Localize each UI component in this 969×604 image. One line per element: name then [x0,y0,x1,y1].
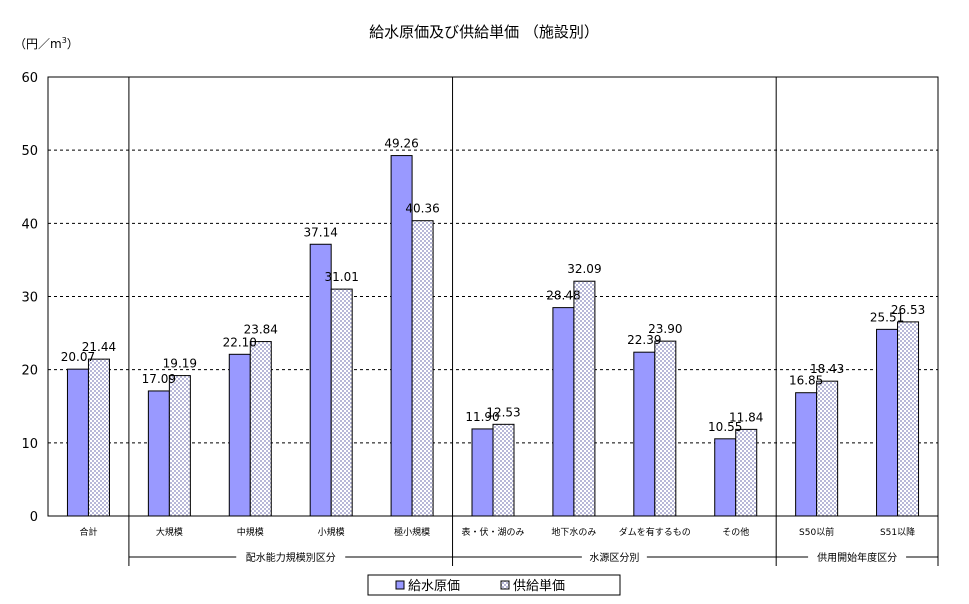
bar-supply-cost [147,390,170,517]
category-label: 合計 [79,526,97,538]
category-label: 極小規模 [394,526,430,538]
legend-box [367,574,621,596]
y-tick-label: 40 [21,217,38,232]
bar-supply-cost [471,428,494,517]
bar-supply-cost [66,368,89,517]
data-label: 22.39 [627,333,661,347]
data-label: 25.51 [870,310,904,324]
chart-title: 給水原価及び供給単価 （施設別） [369,23,599,41]
bar-supply-price [330,288,353,517]
y-axis-label-close: ） [67,37,79,51]
legend-label: 供給単価 [513,578,565,594]
data-label: 22.10 [223,335,257,349]
bars [66,155,920,517]
bar-supply-price [735,428,758,517]
legend-label: 給水原価 [408,579,460,594]
data-label: 12.53 [486,405,520,419]
bar-supply-cost [795,392,818,517]
data-label: 40.36 [405,202,439,216]
data-label: 11.84 [729,410,763,424]
bar-supply-price [411,220,434,517]
y-axis-label: （円／m3） [14,36,79,51]
data-label: 23.90 [648,322,682,336]
category-label: ダムを有するもの [619,526,691,538]
category-label: S51以降 [880,526,915,538]
category-label: 小規模 [318,527,345,538]
category-label: その他 [722,526,749,538]
bar-supply-cost [633,351,656,517]
bar-supply-cost [714,438,737,517]
bar-supply-price [816,380,839,517]
data-label: 19.19 [163,357,197,371]
y-tick-label: 50 [21,144,38,159]
bar-supply-price [897,321,920,517]
category-label: S50以前 [799,526,834,538]
y-axis-label-open: （円／m [14,37,62,51]
y-axis-label-sup: 3 [62,36,67,45]
data-label: 37.14 [304,225,338,239]
category-label: 大規模 [156,526,183,538]
bar-supply-cost [309,243,332,517]
data-label: 17.09 [142,372,176,386]
bar-supply-price [492,423,515,517]
data-label: 23.84 [244,323,278,337]
category-label: 表・伏・湖のみ [461,526,524,538]
bar-supply-price [249,341,272,517]
group-label: 配水能力規模別区分 [246,551,336,564]
data-label: 49.26 [384,137,418,151]
data-label: 20.07 [61,350,95,364]
data-label: 18.43 [810,362,844,376]
y-tick-label: 10 [21,437,38,452]
labels: 0 10 20 30 40 50 60 配水能力規模別区分 水源区分別 供用開始年度区分 20.07… [21,71,925,564]
data-label: 10.55 [708,420,742,434]
data-label: 26.53 [891,303,925,317]
legend-swatch [500,580,510,590]
bar-supply-cost [876,328,899,517]
category-label: 中規模 [237,526,264,538]
legend-swatch [395,580,405,590]
bar-supply-cost [552,307,575,517]
data-label: 11.90 [465,410,499,424]
data-label: 32.09 [567,262,601,276]
bar-supply-price [654,340,677,517]
bar-supply-price [168,375,191,517]
y-tick-label: 30 [21,291,38,306]
bar-supply-price [87,358,110,517]
y-tick-label: 60 [21,71,38,86]
gridlines [47,76,939,566]
bar-supply-price [573,280,596,517]
bar-supply-cost [228,353,251,517]
group-label: 供用開始年度区分 [817,551,897,564]
y-tick-label: 20 [21,364,38,379]
data-label: 21.44 [82,340,116,354]
y-tick-label: 0 [30,510,38,525]
data-label: 16.85 [789,374,823,388]
group-label: 水源区分別 [589,551,639,564]
category-label: 地下水のみ [551,526,596,538]
legend: 給水原価 供給単価 [367,574,621,596]
data-label: 28.48 [546,289,580,303]
data-label: 31.01 [325,270,359,284]
